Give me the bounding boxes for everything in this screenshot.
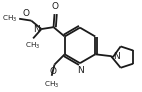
Text: CH$_3$: CH$_3$ bbox=[44, 80, 59, 90]
Text: N: N bbox=[33, 25, 40, 33]
Text: N: N bbox=[113, 52, 120, 61]
Text: O: O bbox=[22, 9, 29, 18]
Text: CH$_3$: CH$_3$ bbox=[25, 41, 40, 51]
Text: N: N bbox=[78, 66, 84, 75]
Text: O: O bbox=[49, 67, 56, 76]
Text: O: O bbox=[52, 2, 59, 11]
Text: CH$_3$: CH$_3$ bbox=[2, 14, 17, 24]
